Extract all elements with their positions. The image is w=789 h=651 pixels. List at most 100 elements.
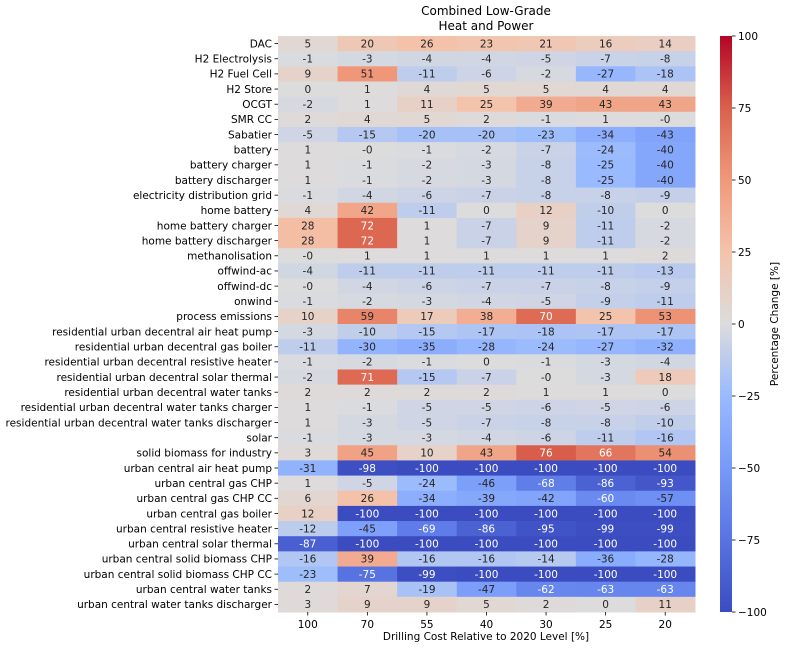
heatmap-cell — [575, 460, 636, 477]
heatmap-cell — [635, 96, 696, 113]
y-tick-label: urban central air heat pump — [124, 463, 273, 475]
heatmap-cell — [635, 384, 696, 401]
heatmap-cell — [397, 475, 458, 492]
cell-value-label: 72 — [361, 220, 374, 232]
cell-value-label: -99 — [418, 569, 435, 581]
heatmap-cell — [635, 36, 696, 52]
cell-value-label: -60 — [597, 493, 614, 505]
heatmap-cell — [516, 96, 577, 113]
cell-value-label: -2 — [481, 144, 491, 156]
heatmap-cell — [397, 51, 458, 67]
heatmap-cell — [337, 536, 398, 552]
cell-value-label: -40 — [657, 175, 674, 187]
cell-value-label: -17 — [478, 326, 495, 338]
y-tick-label: urban central resistive heater — [116, 523, 273, 535]
cell-value-label: -3 — [600, 357, 610, 369]
heatmap-cell — [635, 399, 696, 416]
cell-value-label: -100 — [594, 539, 618, 551]
cell-value-label: -100 — [534, 508, 558, 520]
heatmap-cell — [278, 414, 339, 431]
x-axis: 100 70 55 40 30 25 20 — [298, 612, 672, 631]
cell-value-label: 2 — [304, 387, 311, 399]
heatmap-cell — [516, 430, 577, 446]
y-tick-label: residential urban decentral water tanks — [64, 387, 272, 399]
heatmap-cell — [456, 521, 517, 537]
heatmap-cell — [635, 430, 696, 446]
heatmap-cell — [516, 521, 577, 537]
cell-value-label: -27 — [597, 69, 614, 81]
heatmap-cell — [278, 157, 339, 173]
heatmap-cell — [456, 536, 517, 552]
cell-value-label: -87 — [299, 539, 316, 551]
heatmap-cell — [278, 581, 339, 598]
heatmap-cell — [397, 551, 458, 568]
heatmap-cell — [575, 142, 636, 158]
heatmap-cell — [278, 81, 339, 98]
heatmap-cell — [397, 414, 458, 431]
cell-value-label: -5 — [600, 402, 610, 414]
heatmap-cell — [278, 263, 339, 280]
cell-value-label: -24 — [597, 144, 614, 156]
y-tick-label: solid biomass for industry — [137, 448, 272, 460]
y-tick-label: DAC — [250, 38, 272, 50]
heatmap-cell — [337, 369, 398, 386]
heatmap-cell — [278, 233, 339, 249]
heatmap-cell — [635, 460, 696, 477]
cell-value-label: -100 — [355, 539, 379, 551]
heatmap-cell — [456, 490, 517, 507]
cell-value-label: 2 — [304, 114, 311, 126]
colorbar-tick-label: 75 — [738, 103, 751, 115]
cell-value-label: -11 — [537, 266, 554, 278]
cell-value-label: -20 — [478, 129, 495, 141]
cell-value-label: -7 — [481, 190, 491, 202]
heatmap-cell — [516, 596, 577, 613]
cell-value-label: -1 — [362, 160, 372, 172]
heatmap-cell — [456, 566, 517, 583]
cell-value-label: 1 — [364, 251, 371, 263]
cell-value-label: -3 — [422, 432, 432, 444]
heatmap-cell — [278, 111, 339, 128]
cell-value-label: 43 — [659, 99, 672, 111]
heatmap-cell — [575, 51, 636, 67]
heatmap-cell — [516, 142, 577, 158]
cell-value-label: -100 — [475, 463, 499, 475]
heatmap-cell — [337, 263, 398, 280]
heatmap-cell — [456, 202, 517, 219]
heatmap-cell — [278, 430, 339, 446]
cell-value-label: -6 — [541, 432, 552, 444]
heatmap-cell — [516, 445, 577, 461]
cell-value-label: -12 — [299, 523, 316, 535]
colorbar-tick-label: 50 — [738, 175, 751, 187]
heatmap-cell — [575, 505, 636, 522]
x-tick-label: 25 — [599, 619, 612, 631]
cell-value-label: 2 — [483, 387, 490, 399]
cell-value-label: -36 — [597, 554, 614, 566]
heatmap-cell — [278, 51, 339, 67]
cell-value-label: -45 — [359, 523, 376, 535]
heatmap-cell — [278, 172, 339, 189]
heatmap-cell — [575, 172, 636, 189]
heatmap-cell — [337, 430, 398, 446]
heatmap-cell — [456, 157, 517, 173]
cell-value-label: -13 — [657, 266, 674, 278]
cell-value-label: -2 — [362, 296, 372, 308]
cell-value-label: -31 — [299, 463, 316, 475]
y-tick-label: battery charger — [190, 160, 273, 172]
cell-value-label: 2 — [364, 387, 371, 399]
cell-value-label: -11 — [597, 235, 614, 247]
cell-value-label: -4 — [660, 357, 671, 369]
heatmap-cell — [278, 142, 339, 158]
cell-value-label: -25 — [597, 175, 614, 187]
heatmap-cell — [575, 96, 636, 113]
heatmap-cell — [635, 248, 696, 264]
y-tick-label: H2 Electrolysis — [195, 54, 272, 66]
cell-value-label: -9 — [660, 190, 670, 202]
heatmap-cell — [456, 414, 517, 431]
heatmap-cell — [575, 111, 636, 128]
heatmap-cell — [278, 293, 339, 310]
cell-value-label: -100 — [594, 508, 618, 520]
heatmap-cell — [337, 475, 398, 492]
cell-value-label: -43 — [657, 129, 674, 141]
heatmap-cell — [635, 187, 696, 204]
heatmap-cell — [278, 248, 339, 264]
